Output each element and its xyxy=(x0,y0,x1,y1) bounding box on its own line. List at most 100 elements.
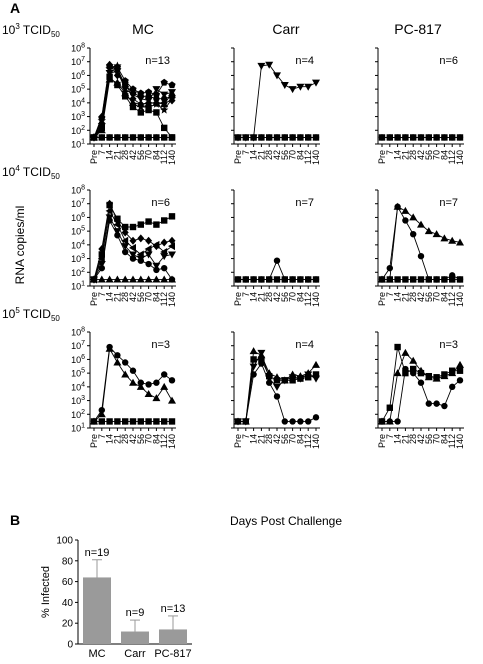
y-tick-label: 108 xyxy=(71,327,85,338)
data-point-triangle-up xyxy=(456,360,464,368)
data-point-triangle-up xyxy=(105,275,114,283)
data-point-triangle-up xyxy=(409,356,418,364)
x-tick-label: 84 xyxy=(439,292,449,302)
data-point-triangle-down xyxy=(312,79,320,87)
y-tick-label: 108 xyxy=(71,185,85,196)
y-tick-label: 101 xyxy=(71,423,85,434)
data-point-diamond xyxy=(145,236,153,245)
data-point-square xyxy=(378,134,386,141)
y-tick-label: 102 xyxy=(71,267,85,278)
data-point-square xyxy=(402,276,409,283)
data-point-square xyxy=(129,134,137,141)
data-point-circle xyxy=(273,257,281,264)
x-tick-label: 70 xyxy=(144,150,154,160)
dose-base: 10 xyxy=(2,165,16,179)
y-tick-base: 10 xyxy=(71,424,81,434)
data-point-diamond xyxy=(129,236,137,245)
x-tick-label: 56 xyxy=(280,292,290,302)
data-point-circle xyxy=(273,134,281,141)
y-tick-exponent: 7 xyxy=(81,198,85,205)
y-tick-label: 102 xyxy=(71,409,85,420)
x-tick-label: 56 xyxy=(424,150,434,160)
x-tick-label: Pre xyxy=(377,150,387,164)
y-tick-label: 106 xyxy=(71,70,85,81)
data-point-triangle-up xyxy=(144,275,153,283)
data-point-triangle-up xyxy=(312,360,320,368)
panel-b-label: B xyxy=(10,512,20,528)
series-1-square xyxy=(378,134,464,141)
series-8-square xyxy=(90,134,176,141)
data-point-circle xyxy=(234,134,242,141)
x-tick-label: 84 xyxy=(295,150,305,160)
y-tick-base: 10 xyxy=(71,254,81,264)
data-point-square xyxy=(449,276,456,283)
data-point-triangle-up xyxy=(113,78,122,86)
x-tick-label: 42 xyxy=(416,292,426,302)
data-point-circle xyxy=(289,418,296,425)
data-point-circle xyxy=(386,264,393,272)
y-tick-label: 103 xyxy=(71,111,85,122)
data-point-circle xyxy=(417,379,425,386)
data-point-square xyxy=(386,404,393,411)
dose-base: 10 xyxy=(2,23,16,37)
data-point-circle xyxy=(98,406,106,414)
y-tick-base: 10 xyxy=(71,112,81,122)
dose-base: 10 xyxy=(2,307,16,321)
data-point-square xyxy=(273,377,281,384)
x-tick-label: 28 xyxy=(120,292,130,302)
data-point-square xyxy=(98,134,105,141)
x-tick-label: 28 xyxy=(408,434,418,444)
data-point-circle xyxy=(410,230,417,238)
dose-unit-subscript: 50 xyxy=(51,30,60,39)
data-point-triangle-up xyxy=(160,275,169,283)
data-point-triangle-left xyxy=(144,244,152,253)
data-point-square xyxy=(456,134,464,141)
data-point-triangle-down xyxy=(280,82,289,90)
y-tick-base: 10 xyxy=(71,396,81,406)
x-tick-label: Pre xyxy=(89,434,99,448)
data-point-triangle-up xyxy=(97,410,106,418)
data-point-triangle-up xyxy=(440,372,449,380)
x-tick-label: 7 xyxy=(385,434,395,439)
row-dose-label-1: 104 TCID50 xyxy=(2,164,60,181)
data-point-square xyxy=(312,276,320,283)
data-point-square xyxy=(433,276,440,283)
column-title-carr: Carr xyxy=(272,21,300,37)
x-tick-label: 70 xyxy=(432,292,442,302)
x-tick-label: 140 xyxy=(311,434,321,449)
data-point-square xyxy=(106,418,113,425)
data-point-triangle-down xyxy=(160,253,169,261)
data-point-triangle-down xyxy=(265,61,274,69)
x-tick-label: 56 xyxy=(280,150,290,160)
y-tick-label: 107 xyxy=(71,340,85,351)
column-title-pc-817: PC-817 xyxy=(394,21,442,37)
series-line xyxy=(253,64,317,138)
data-point-triangle-up xyxy=(152,394,161,402)
y-tick-base: 10 xyxy=(71,71,81,81)
data-point-circle xyxy=(273,393,281,400)
x-tick-label: 42 xyxy=(416,434,426,444)
x-tick-label: 112 xyxy=(447,434,457,448)
x-tick-label: 42 xyxy=(272,434,282,444)
data-point-triangle-up xyxy=(168,89,176,97)
x-tick-label: 42 xyxy=(128,292,138,302)
series-2-circle xyxy=(378,365,464,425)
y-tick-exponent: 5 xyxy=(81,226,85,233)
y-tick-base: 10 xyxy=(71,410,81,420)
data-point-circle xyxy=(122,248,129,256)
panel-a-label: A xyxy=(10,0,20,16)
data-point-square xyxy=(410,276,417,283)
y-tick-exponent: 7 xyxy=(81,56,85,63)
x-tick-label: 14 xyxy=(249,434,259,444)
y-tick-label: 101 xyxy=(71,139,85,150)
series-2-square xyxy=(90,418,176,425)
data-point-square xyxy=(234,276,242,283)
data-point-triangle-up xyxy=(456,238,464,246)
data-point-triangle-up xyxy=(121,370,130,378)
data-point-circle xyxy=(137,379,144,386)
y-tick-label: 107 xyxy=(71,198,85,209)
x-tick-label: 7 xyxy=(97,150,107,155)
data-point-circle xyxy=(441,402,448,410)
x-tick-label: 112 xyxy=(303,434,313,448)
